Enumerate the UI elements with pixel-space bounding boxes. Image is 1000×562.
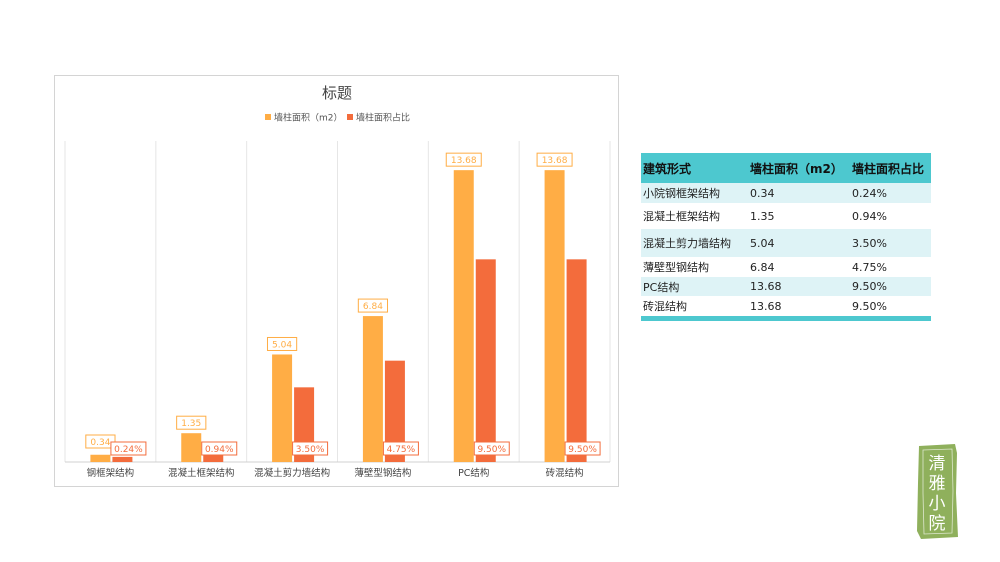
data-label-box [382,441,419,456]
data-label: 5.04 [272,340,292,350]
seal-character: 小 [929,494,946,514]
data-label-box [473,441,510,456]
seal-background [917,444,958,539]
table-cell: 9.50% [850,277,931,296]
table-row: 混凝土框架结构 1.35 0.94% [641,203,931,229]
data-label: 9.50% [477,445,506,455]
table-cell: 0.94% [850,203,931,229]
table-row: 砖混结构 13.68 9.50% [641,296,931,316]
bar [566,259,587,462]
seal-character: 院 [929,514,946,534]
data-label: 3.50% [296,445,325,455]
data-label: 9.50% [568,445,597,455]
data-label: 4.75% [387,445,416,455]
data-label-box [201,441,238,456]
legend-swatch [265,114,271,120]
x-tick-label: 混凝土剪力墙结构 [254,467,330,479]
bar [362,316,383,462]
data-label-box [176,415,207,430]
table-bottom-bar [641,316,931,321]
chart-frame: 标题 墙柱面积（m2） 墙柱面积占比 0.34 1.35 5.04 6.84 13.68 1… [54,75,619,487]
chart-grid [64,141,611,463]
table-cell: 0.34 [748,183,850,203]
table-header-cell: 墙柱面积占比 [850,153,931,183]
table-cell: 砖混结构 [641,296,748,316]
data-label: 6.84 [363,302,383,312]
data-label: 13.68 [542,156,568,166]
bar [453,170,474,462]
bar [90,454,111,462]
data-label: 1.35 [181,419,201,429]
table-cell: PC结构 [641,277,748,296]
data-label-box [292,441,329,456]
data-label: 13.68 [451,156,477,166]
table-row: 混凝土剪力墙结构 5.04 3.50% [641,229,931,257]
data-label: 0.94% [205,445,234,455]
table-cell: 薄壁型钢结构 [641,257,748,277]
table-header-cell: 墙柱面积（m2） [748,153,850,183]
data-label-box [110,441,147,456]
x-tick-label: 薄壁型钢结构 [354,467,411,479]
table-cell: 0.24% [850,183,931,203]
data-label-box [564,441,601,456]
bar [384,360,405,462]
seal-border [922,448,954,535]
bar [544,170,565,462]
legend-label: 墙柱面积（m2） [274,112,343,124]
seal-character: 雅 [929,474,946,494]
x-tick-label: 钢框架结构 [87,467,135,479]
table-cell: 3.50% [850,229,931,257]
x-tick-label: PC结构 [458,467,489,479]
data-label: 0.34 [90,438,110,448]
bar [181,433,202,462]
x-tick-label: 砖混结构 [546,467,584,479]
table-cell: 9.50% [850,296,931,316]
table-cell: 4.75% [850,257,931,277]
table-cell: 5.04 [748,229,850,257]
bar [112,456,133,462]
x-tick-label: 混凝土框架结构 [168,467,235,479]
table-header-row: 建筑形式 墙柱面积（m2） 墙柱面积占比 [641,153,931,183]
table-cell: 1.35 [748,203,850,229]
data-label: 0.24% [114,445,143,455]
legend: 墙柱面积（m2） 墙柱面积占比 [265,112,410,124]
table-header-cell: 建筑形式 [641,153,748,183]
table-cell: 混凝土框架结构 [641,203,748,229]
legend-label: 墙柱面积占比 [356,112,410,124]
table-row: 小院钢框架结构 0.34 0.24% [641,183,931,203]
table-cell: 6.84 [748,257,850,277]
data-label-box [266,336,298,351]
table-cell: 13.68 [748,277,850,296]
table-cell: 小院钢框架结构 [641,183,748,203]
chart-bars: 0.34 1.35 5.04 6.84 13.68 13.68 0.24% 0.94% 3.50… [85,152,601,462]
x-axis-labels: 钢框架结构 混凝土框架结构 混凝土剪力墙结构 薄壁型钢结构 PC结构 砖混结构 [87,467,584,479]
data-label-box [357,298,389,313]
bar [272,354,293,462]
bar [475,259,496,462]
seal-character: 清 [929,454,946,474]
table-cell: 13.68 [748,296,850,316]
data-label-box [536,152,573,167]
legend-swatch [347,114,353,120]
table-row: PC结构 13.68 9.50% [641,277,931,296]
data-label-box [445,152,482,167]
table-cell: 混凝土剪力墙结构 [641,229,748,257]
data-table: 建筑形式 墙柱面积（m2） 墙柱面积占比 小院钢框架结构 0.34 0.24% … [641,153,931,321]
table-row: 薄壁型钢结构 6.84 4.75% [641,257,931,277]
bar-chart: 标题 墙柱面积（m2） 墙柱面积占比 0.34 1.35 5.04 6.84 13.68 1… [64,84,611,479]
chart-title: 标题 [322,84,352,102]
